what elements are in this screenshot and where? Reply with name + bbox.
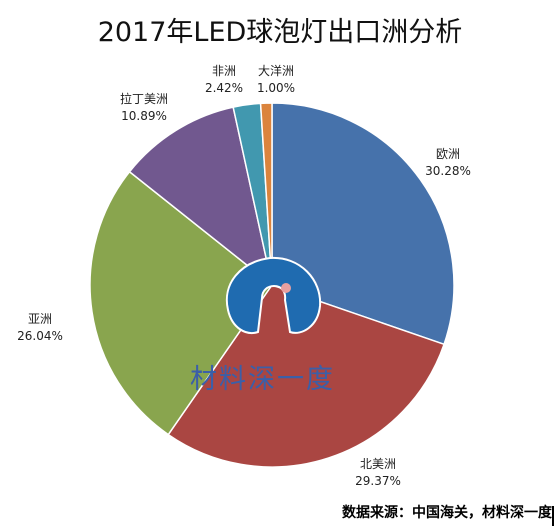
source-divider: [552, 506, 554, 526]
source-note: 数据来源：中国海关，材料深一度: [342, 505, 552, 521]
pie-slice-2: [89, 170, 274, 436]
slice-name-label-4: 非洲: [212, 64, 236, 78]
slice-name-label-0: 欧洲: [436, 147, 460, 161]
slice-name-label-5: 大洋洲: [258, 63, 294, 78]
slice-name-label-2: 亚洲: [28, 312, 52, 326]
pie-slice-5: [259, 102, 273, 286]
pie-slice-1: [167, 284, 446, 468]
slice-value-label-2: 26.04%: [17, 329, 63, 343]
slice-value-label-1: 29.37%: [355, 474, 401, 488]
watermark-logo: [225, 256, 322, 334]
chart-title: 2017年LED球泡灯出口洲分析: [97, 17, 463, 48]
slice-value-label-4: 2.42%: [205, 81, 243, 95]
pie-slice-3: [128, 106, 274, 287]
slice-name-label-1: 北美洲: [360, 457, 396, 471]
slice-value-label-3: 10.89%: [121, 109, 167, 123]
watermark-text: 材料深一度: [190, 364, 335, 395]
slice-value-label-5: 1.00%: [257, 81, 295, 95]
pie-slice-0: [271, 102, 455, 346]
watermark-logo-dot: [281, 283, 291, 293]
slice-name-label-3: 拉丁美洲: [120, 91, 168, 106]
watermark-logo-shape: [225, 256, 322, 334]
slice-value-label-0: 30.28%: [425, 164, 471, 178]
